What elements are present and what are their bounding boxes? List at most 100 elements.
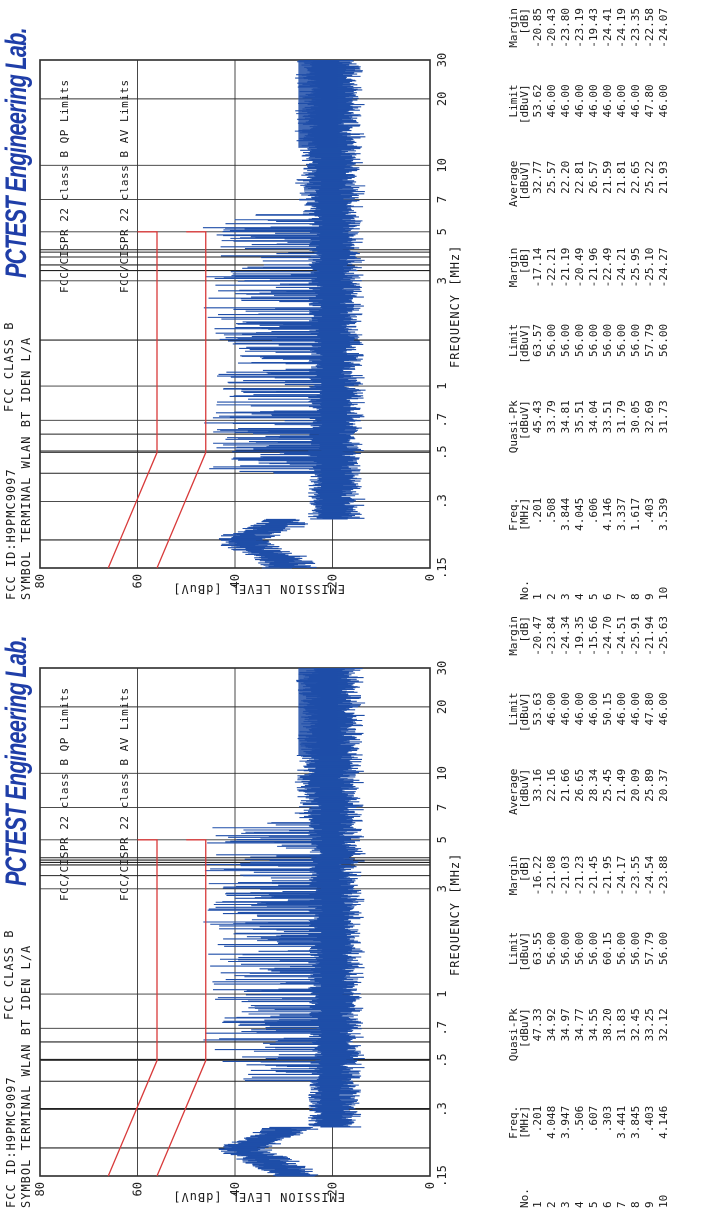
table-row: 8 3.845 32.45 56.00 -23.55 20.09 46.00 -25.91 [628, 612, 642, 1212]
table-cell: 56.00 [572, 931, 586, 966]
table-cell: 46.00 [558, 84, 572, 118]
table-cell: -21.96 [586, 247, 600, 288]
table-cell: 20.09 [628, 768, 642, 802]
table-cell: -25.95 [628, 247, 642, 288]
table-row: 9 .403 33.25 57.79 -24.54 25.89 47.80 -21.94 [642, 612, 656, 1212]
x-tick-label: 20 [435, 700, 449, 714]
table-cell: 6 [600, 593, 614, 600]
table-cell: 46.00 [572, 84, 586, 118]
table-cell: 46.00 [586, 84, 600, 118]
table-cell: 56.00 [628, 931, 642, 966]
table-row: 4 4.045 35.51 56.00 -20.49 22.81 46.00 -23.19 [572, 4, 586, 604]
table-cell: -22.58 [642, 8, 656, 48]
x-tick-label: 10 [435, 766, 449, 780]
table-cell: .403 [642, 497, 656, 525]
x-tick-label: 20 [435, 92, 449, 106]
x-tick-label: 3 [435, 277, 449, 284]
table-row: 3 3.844 34.81 56.00 -21.19 22.20 46.00 -23.80 [558, 4, 572, 604]
x-tick-label: 30 [435, 661, 449, 675]
emission-chart-svg: 0 20 40 60 80 .15 .3 .5 .7 1 3 5 7 10 20 30 [33, 53, 449, 589]
emission-chart-svg: 0 20 40 60 80 .15 .3 .5 .7 1 3 5 7 10 20 30 [33, 661, 449, 1197]
table-cell: -16.22 [530, 855, 544, 896]
emission-results-table: No. Freq. [MHz] Quasi-Pk [dBuV] Limit [dBuV… [500, 4, 670, 604]
table-cell: -22.49 [600, 247, 614, 288]
table-cell: 63.57 [530, 323, 544, 358]
emission-trace [203, 668, 366, 1177]
table-row: 9 .403 32.69 57.79 -25.10 25.22 47.80 -22.58 [642, 4, 656, 604]
table-cell: 21.66 [558, 768, 572, 802]
table-header-cell: Freq. [MHz] [507, 497, 531, 531]
table-cell: -17.14 [530, 247, 544, 288]
table-row: 1 .201 45.43 63.57 -17.14 32.77 53.62 -20.85 [530, 4, 544, 604]
table-cell: 2 [544, 1201, 558, 1208]
emission-plot-panel-1: FCC ID:H9PMC9097 SYMBOL TERMINAL WLAN BT… [0, 4, 670, 604]
table-cell: 34.81 [558, 400, 572, 434]
x-tick-label: 5 [435, 836, 449, 843]
table-cell: 50.15 [600, 692, 614, 726]
emission-results-table: No. Freq. [MHz] Quasi-Pk [dBuV] Limit [dBuV… [500, 612, 670, 1212]
table-cell: 31.73 [656, 400, 670, 434]
table-header-cell: Limit [dBuV] [507, 323, 531, 364]
table-cell: -24.27 [656, 247, 670, 288]
table-cell: -20.47 [530, 616, 544, 656]
table-row: 10 3.539 31.73 56.00 -24.27 21.93 46.00 -24.07 [656, 4, 670, 604]
trace-band [298, 59, 338, 148]
av-limit-line [156, 231, 207, 569]
table-cell: 46.00 [656, 692, 670, 726]
table-cell: -21.45 [586, 855, 600, 896]
table-cell: -21.95 [600, 855, 614, 896]
table-cell: 45.43 [530, 400, 544, 434]
table-cell: -24.07 [656, 8, 670, 48]
table-header-cell: Quasi-Pk [dBuV] [507, 400, 531, 454]
table-cell: 31.83 [614, 1008, 628, 1042]
y-tick-label: 60 [131, 574, 145, 588]
table-cell: 47.80 [642, 84, 656, 118]
x-tick-label: .3 [435, 494, 449, 508]
table-cell: 46.00 [544, 84, 558, 118]
table-cell: -15.66 [586, 616, 600, 656]
table-row: 7 3.441 31.83 56.00 -24.17 21.49 46.00 -24.51 [614, 612, 628, 1212]
x-tick-label: .3 [435, 1102, 449, 1116]
table-row: 1 .201 47.33 63.55 -16.22 33.16 53.63 -20.47 [530, 612, 544, 1212]
table-cell: 34.97 [558, 1008, 572, 1042]
table-cell: 21.49 [614, 768, 628, 802]
table-cell: -24.34 [558, 616, 572, 656]
table-cell: -21.19 [558, 247, 572, 288]
table-cell: 4.146 [656, 1105, 670, 1139]
table-cell: -24.51 [614, 616, 628, 656]
table-cell: 22.81 [572, 160, 586, 194]
table-cell: 8 [628, 593, 642, 600]
table-cell: 3.844 [558, 497, 572, 531]
table-cell: 1 [530, 1201, 544, 1208]
table-cell: 46.00 [586, 692, 600, 726]
table-cell: 20.37 [656, 768, 670, 802]
table-cell: 56.00 [600, 323, 614, 358]
table-cell: 33.25 [642, 1008, 656, 1042]
x-tick-label: .5 [435, 445, 449, 459]
table-cell: 6 [600, 1201, 614, 1208]
table-cell: .607 [586, 1105, 600, 1133]
table-cell: .506 [572, 1105, 586, 1133]
table-cell: 33.16 [530, 768, 544, 802]
table-row: 2 .508 33.79 56.00 -22.21 25.57 46.00 -20.43 [544, 4, 558, 604]
table-row: 4 .506 34.77 56.00 -21.23 26.65 46.00 -19.35 [572, 612, 586, 1212]
table-header-cell: Limit [dBuV] [507, 931, 531, 972]
table-cell: .606 [586, 497, 600, 525]
table-cell: 56.00 [558, 931, 572, 966]
table-header-cell: Limit [dBuV] [507, 692, 531, 733]
x-tick-label: .7 [435, 413, 449, 427]
table-cell: 25.57 [544, 160, 558, 194]
table-cell: -21.23 [572, 855, 586, 896]
table-cell: -21.08 [544, 855, 558, 896]
table-cell: -25.63 [656, 616, 670, 656]
table-cell: 4.048 [544, 1105, 558, 1139]
qp-limit-line [107, 231, 158, 569]
table-cell: 34.04 [586, 400, 600, 434]
table-cell: -23.80 [558, 8, 572, 48]
table-cell: 3.441 [614, 1105, 628, 1139]
table-cell: 22.65 [628, 160, 642, 194]
table-cell: -21.94 [642, 616, 656, 656]
emission-trace [202, 60, 366, 569]
table-cell: 9 [642, 593, 656, 600]
x-tick-label: 3 [435, 885, 449, 892]
